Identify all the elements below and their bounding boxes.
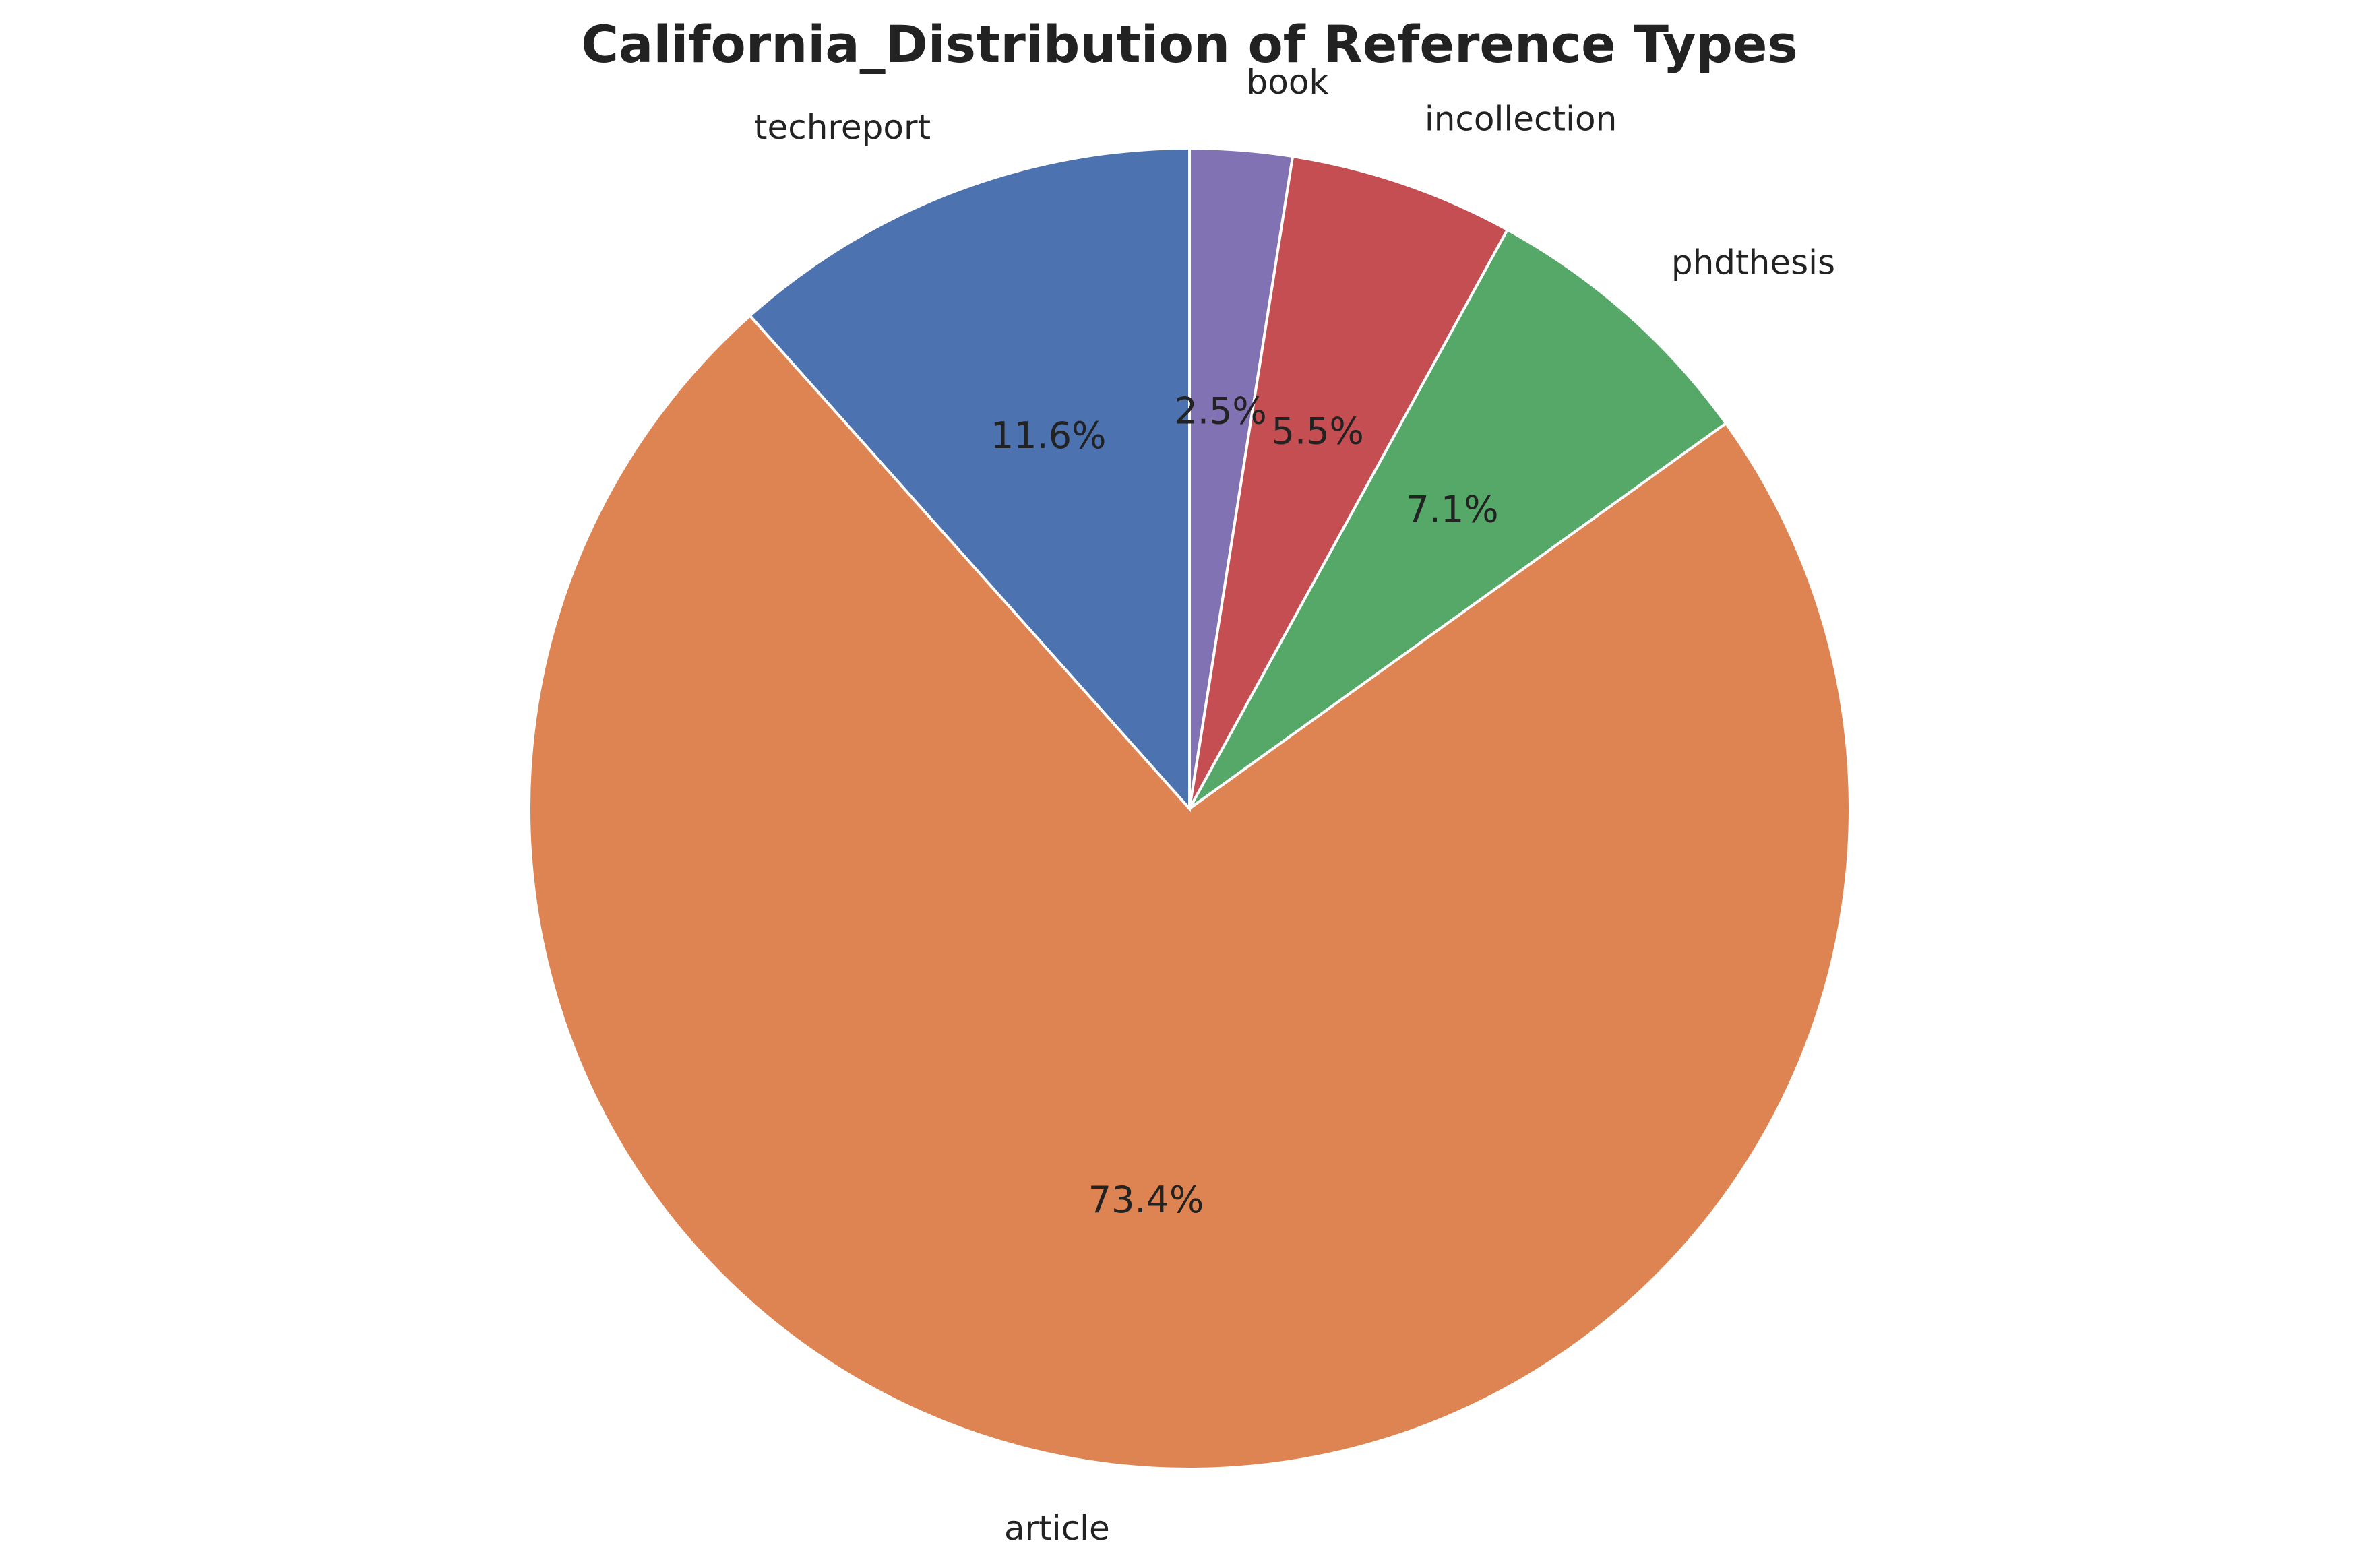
pct-label-phdthesis: 7.1% xyxy=(1406,489,1498,531)
pct-label-incollection: 5.5% xyxy=(1272,410,1364,452)
pie-slice-techreport xyxy=(748,146,1191,813)
pie-slices xyxy=(528,146,1851,1470)
pct-label-book: 2.5% xyxy=(1174,389,1266,432)
pie-slice-article xyxy=(528,313,1851,1470)
slice-label-phdthesis: phdthesis xyxy=(1671,243,1835,282)
pie-slice-incollection xyxy=(1188,154,1510,809)
slice-label-techreport: techreport xyxy=(754,108,931,147)
pie-labels: book 2.5% incollection 5.5% phdthesis 7.1% art… xyxy=(754,63,1835,1548)
slice-label-book: book xyxy=(1246,63,1328,102)
pie-slice-phdthesis xyxy=(1188,228,1728,810)
pct-label-article: 73.4% xyxy=(1088,1179,1204,1221)
pct-label-techreport: 11.6% xyxy=(991,414,1107,457)
slice-label-article: article xyxy=(1004,1509,1110,1548)
slice-label-incollection: incollection xyxy=(1425,100,1617,139)
chart-title: California_Distribution of Reference Typ… xyxy=(581,14,1797,74)
